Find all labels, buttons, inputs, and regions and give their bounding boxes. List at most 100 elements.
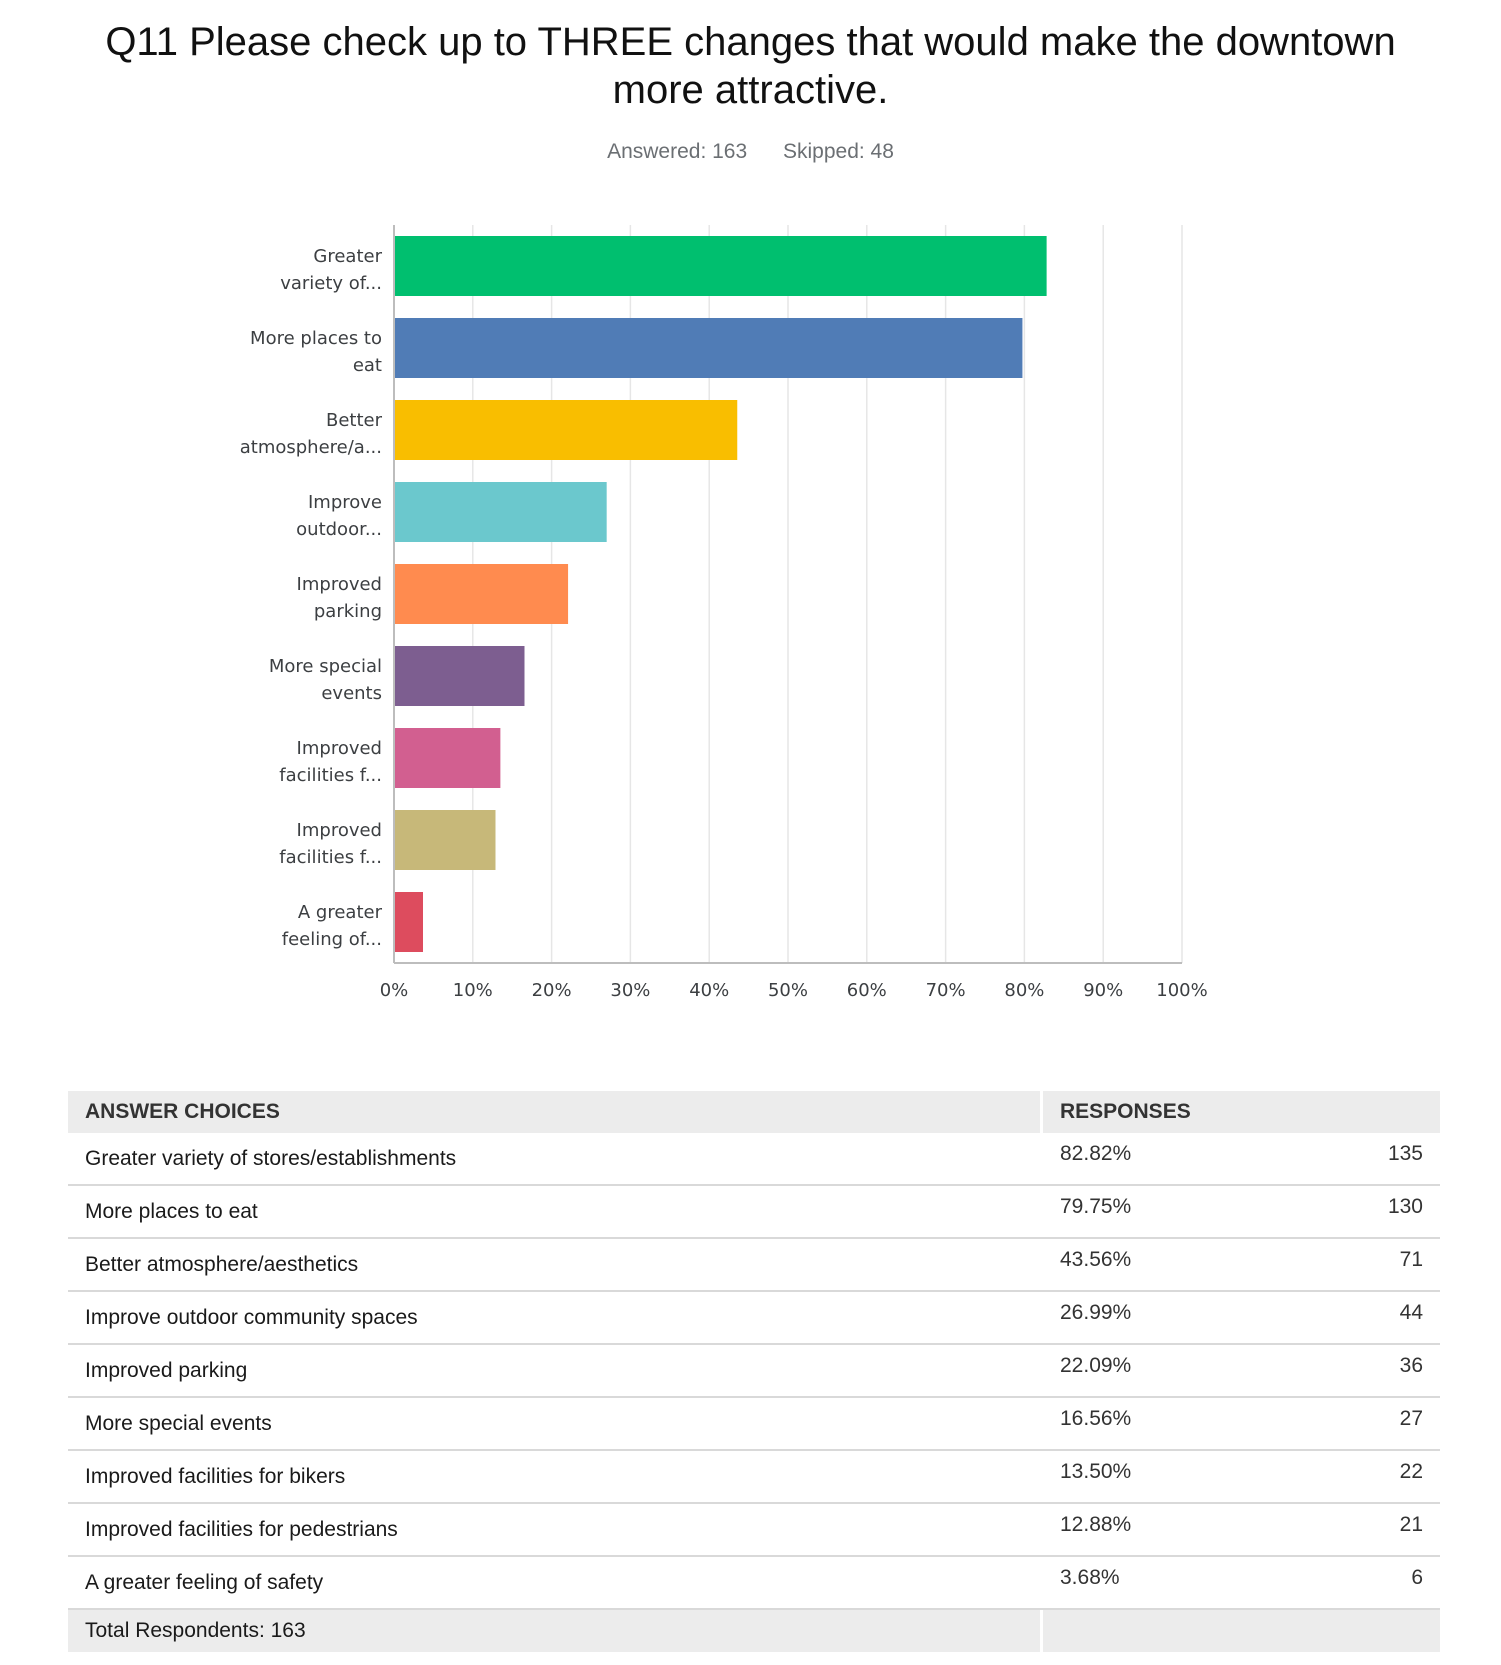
responses-header: RESPONSES	[1043, 1091, 1440, 1133]
category-label: Improved facilities f...	[279, 820, 382, 868]
category-label-line: Improve	[308, 492, 382, 513]
table-row: More special events 16.56% 27	[68, 1398, 1440, 1451]
category-label: A greater feeling of...	[282, 902, 383, 950]
x-tick-label: 90%	[1083, 980, 1123, 1001]
response-percent-cell: 3.68%	[1043, 1557, 1283, 1610]
bars	[394, 236, 1047, 952]
category-labels: Greater variety of... More places to eat Bet…	[240, 246, 383, 950]
response-percent-cell: 43.56%	[1043, 1239, 1283, 1292]
response-percent-cell: 16.56%	[1043, 1398, 1283, 1451]
x-tick-label: 10%	[453, 980, 493, 1001]
x-tick-labels: 0% 10% 20% 30% 40% 50% 60% 70% 80% 90% 100%	[380, 980, 1208, 1001]
response-percent-cell: 26.99%	[1043, 1292, 1283, 1345]
bar[interactable]	[394, 646, 525, 706]
category-label-line: More special	[269, 656, 382, 677]
table-row: Better atmosphere/aesthetics 43.56% 71	[68, 1239, 1440, 1292]
bar[interactable]	[394, 564, 569, 624]
table-header-row: ANSWER CHOICES RESPONSES	[68, 1091, 1440, 1133]
bar[interactable]	[394, 728, 501, 788]
total-respondents: Total Respondents: 163	[68, 1610, 1040, 1652]
response-count-cell: 27	[1282, 1398, 1440, 1451]
bar[interactable]	[394, 400, 738, 460]
x-tick-label: 30%	[610, 980, 650, 1001]
response-count-cell: 22	[1282, 1451, 1440, 1504]
table-row: Improved facilities for bikers 13.50% 22	[68, 1451, 1440, 1504]
response-count-cell: 36	[1282, 1345, 1440, 1398]
table-row: Improved facilities for pedestrians 12.88…	[68, 1504, 1440, 1557]
answer-choice-cell: A greater feeling of safety	[68, 1557, 1040, 1610]
x-tick-label: 20%	[532, 980, 572, 1001]
response-counts: Answered: 163 Skipped: 48	[0, 140, 1501, 164]
table-row: Improve outdoor community spaces 26.99% 44	[68, 1292, 1440, 1345]
category-label: Improved facilities f...	[279, 738, 382, 786]
answer-choice-cell: More special events	[68, 1398, 1040, 1451]
category-label: Improve outdoor...	[296, 492, 382, 540]
response-count-cell: 21	[1282, 1504, 1440, 1557]
category-label-line: eat	[353, 355, 382, 376]
answer-choices-header: ANSWER CHOICES	[68, 1091, 1040, 1133]
answer-choice-cell: Greater variety of stores/establishments	[68, 1133, 1040, 1186]
total-row: Total Respondents: 163	[68, 1610, 1440, 1652]
x-tick-label: 80%	[1004, 980, 1044, 1001]
category-label-line: facilities f...	[279, 765, 382, 786]
category-label-line: Improved	[297, 574, 382, 595]
response-count-cell: 44	[1282, 1292, 1440, 1345]
answer-choice-cell: Better atmosphere/aesthetics	[68, 1239, 1040, 1292]
category-label: Improved parking	[297, 574, 382, 622]
bar[interactable]	[394, 482, 607, 542]
x-tick-label: 100%	[1156, 980, 1207, 1001]
responses-table: ANSWER CHOICES RESPONSES Greater variety…	[68, 1091, 1440, 1652]
category-label-line: Better	[326, 410, 383, 431]
response-count-cell: 71	[1282, 1239, 1440, 1292]
bar[interactable]	[394, 236, 1047, 296]
category-label-line: Improved	[297, 820, 382, 841]
category-label-line: atmosphere/a...	[240, 437, 382, 458]
response-percent-cell: 12.88%	[1043, 1504, 1283, 1557]
category-label: More places to eat	[250, 328, 382, 376]
axes	[393, 225, 1182, 964]
bar-chart: Greater variety of... More places to eat Bet…	[240, 225, 1208, 1001]
category-label-line: variety of...	[280, 273, 382, 294]
table-row: A greater feeling of safety 3.68% 6	[68, 1557, 1440, 1610]
category-label: Better atmosphere/a...	[240, 410, 383, 458]
category-label-line: events	[321, 683, 382, 704]
category-label-line: outdoor...	[296, 519, 382, 540]
response-percent-cell: 82.82%	[1043, 1133, 1283, 1186]
category-label-line: feeling of...	[282, 929, 382, 950]
x-tick-label: 60%	[847, 980, 887, 1001]
category-label: Greater variety of...	[280, 246, 382, 294]
category-label-line: A greater	[298, 902, 383, 923]
answer-choice-cell: Improved facilities for pedestrians	[68, 1504, 1040, 1557]
response-percent-cell: 13.50%	[1043, 1451, 1283, 1504]
x-tick-label: 40%	[689, 980, 729, 1001]
response-percent-cell: 22.09%	[1043, 1345, 1283, 1398]
response-count-cell: 135	[1282, 1133, 1440, 1186]
bar[interactable]	[394, 892, 423, 952]
answer-choice-cell: Improve outdoor community spaces	[68, 1292, 1040, 1345]
title-line-1: Q11 Please check up to THREE changes tha…	[105, 20, 1396, 64]
answer-choice-cell: Improved parking	[68, 1345, 1040, 1398]
category-label-line: More places to	[250, 328, 382, 349]
response-percent-cell: 79.75%	[1043, 1186, 1283, 1239]
category-label-line: Improved	[297, 738, 382, 759]
title-line-2: more attractive.	[612, 68, 889, 112]
bar[interactable]	[394, 318, 1023, 378]
x-tick-label: 0%	[380, 980, 409, 1001]
table-row: More places to eat 79.75% 130	[68, 1186, 1440, 1239]
answered-count: Answered: 163	[607, 140, 748, 163]
x-tick-label: 50%	[768, 980, 808, 1001]
total-empty-cell	[1043, 1610, 1440, 1652]
answer-choice-cell: More places to eat	[68, 1186, 1040, 1239]
question-title: Q11 Please check up to THREE changes tha…	[60, 18, 1441, 114]
category-label-line: Greater	[313, 246, 382, 267]
bar[interactable]	[394, 810, 496, 870]
table-row: Improved parking 22.09% 36	[68, 1345, 1440, 1398]
category-label-line: facilities f...	[279, 847, 382, 868]
category-label-line: parking	[314, 601, 382, 622]
x-tick-label: 70%	[926, 980, 966, 1001]
table-row: Greater variety of stores/establishments…	[68, 1133, 1440, 1186]
response-count-cell: 6	[1282, 1557, 1440, 1610]
answer-choice-cell: Improved facilities for bikers	[68, 1451, 1040, 1504]
category-label: More special events	[269, 656, 382, 704]
skipped-count: Skipped: 48	[783, 140, 894, 163]
